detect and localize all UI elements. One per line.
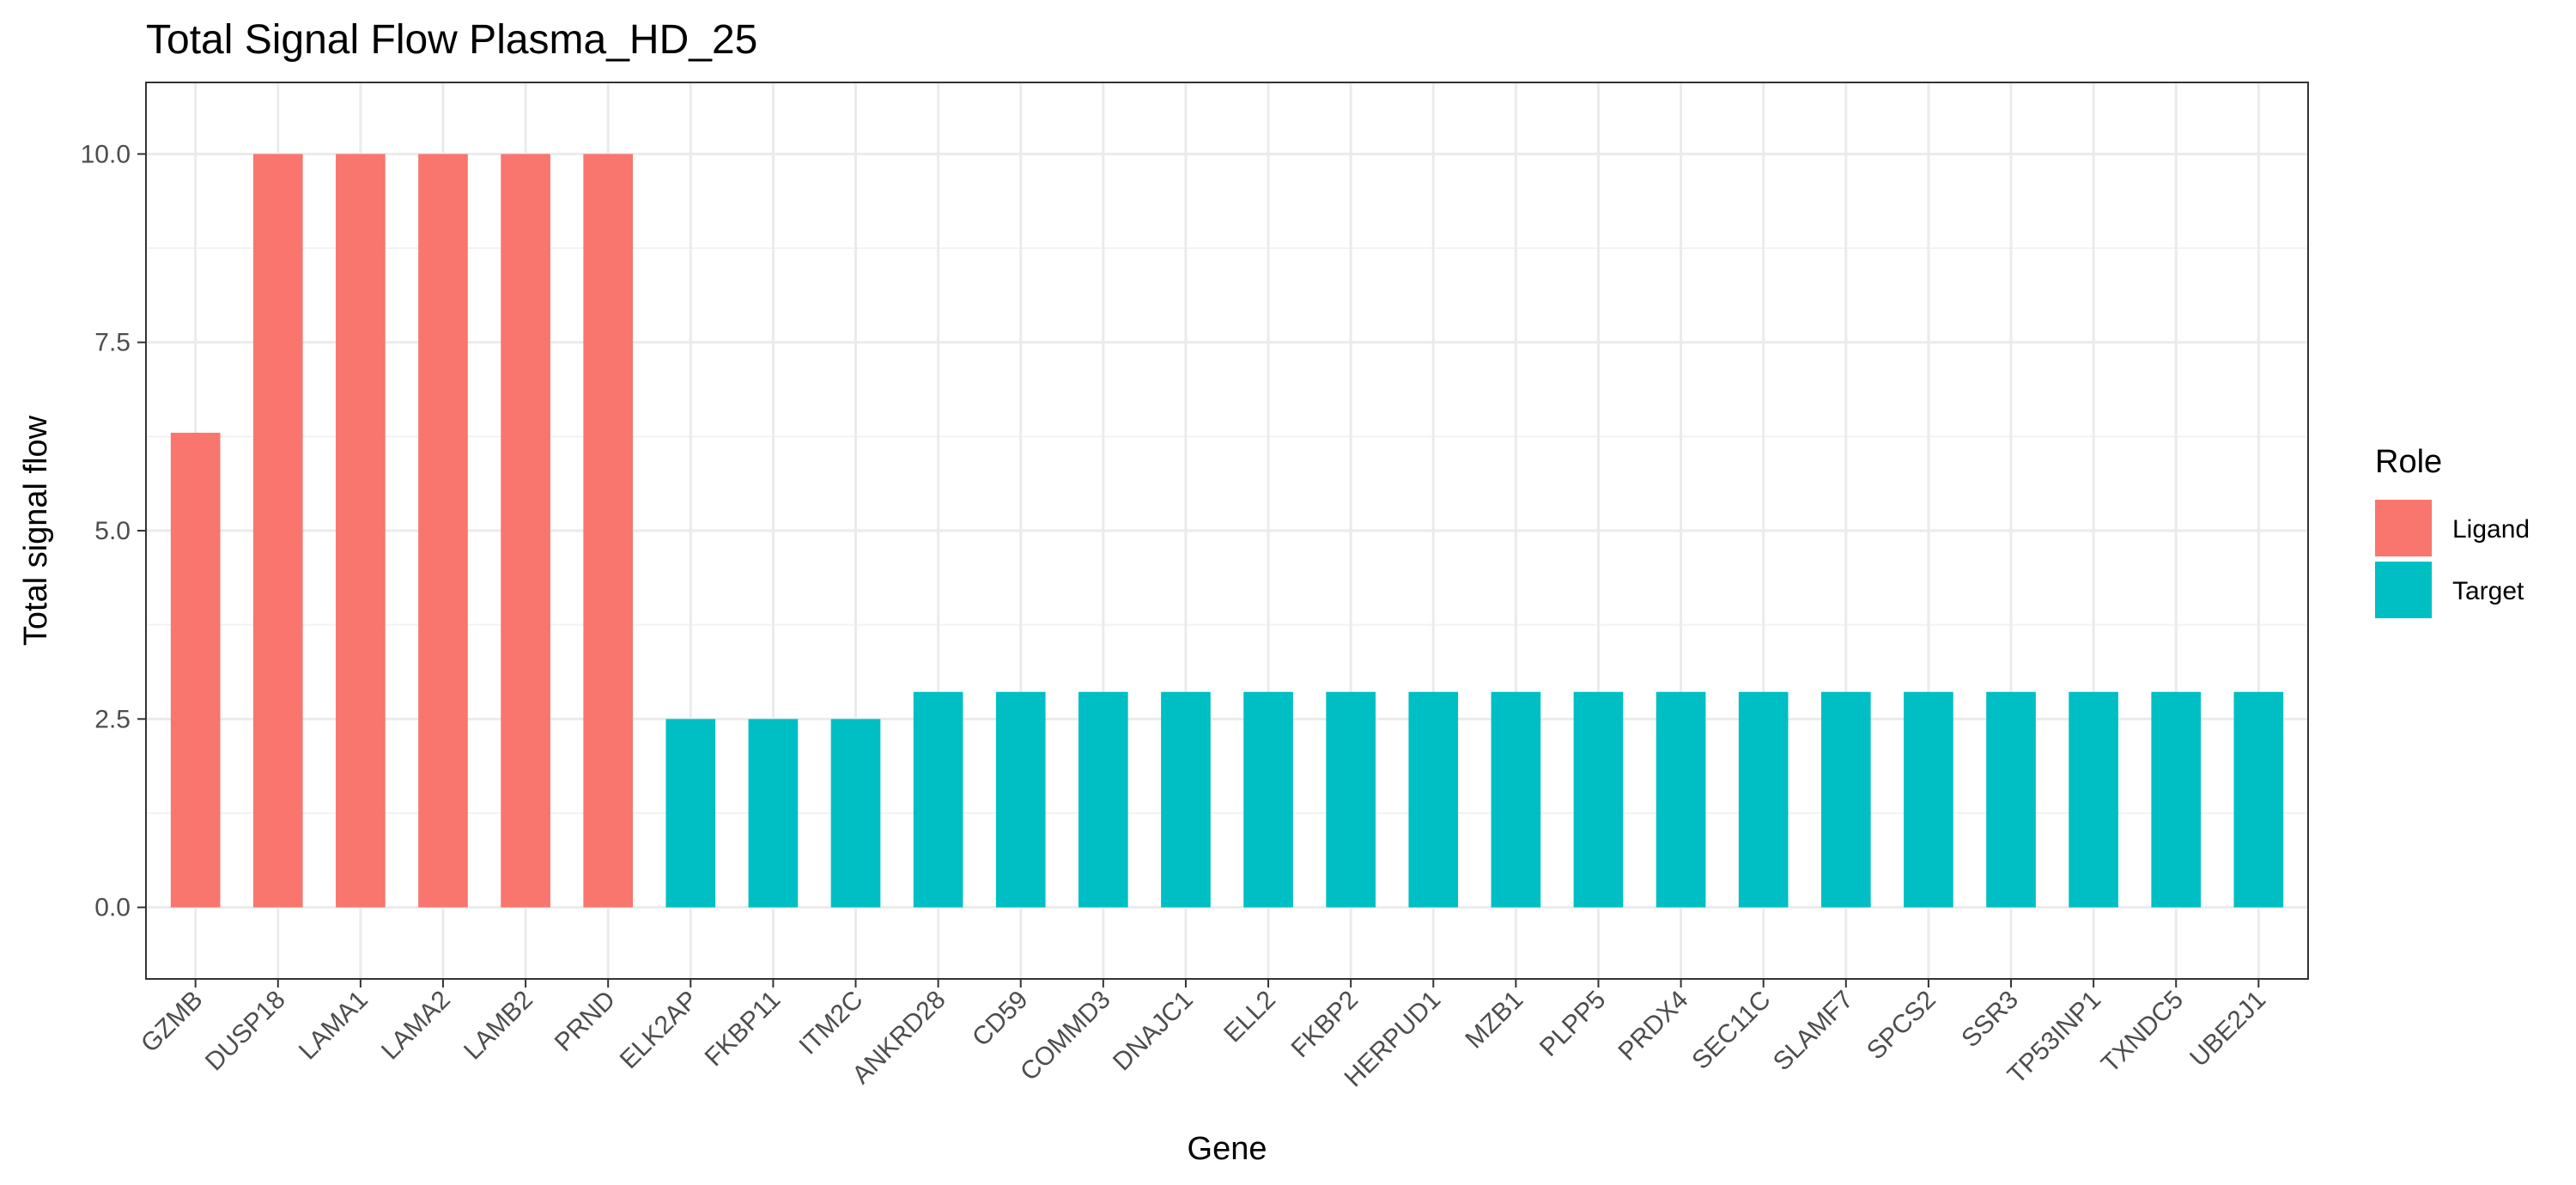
y-tick-label: 7.5 <box>94 329 131 357</box>
bar-ube2j1 <box>2233 691 2284 908</box>
y-tick-label: 10.0 <box>81 140 131 168</box>
bar-dnajc1 <box>1161 691 1211 908</box>
y-tick-label: 2.5 <box>94 705 131 733</box>
bar-plpp5 <box>1573 691 1624 908</box>
bar-fkbp11 <box>748 719 799 908</box>
legend-label-ligand: Ligand <box>2452 515 2530 544</box>
y-axis: 0.0 2.5 5.0 7.5 10.0 <box>81 140 146 922</box>
legend-label-target: Target <box>2452 577 2524 605</box>
bar-tp53inp1 <box>2069 691 2118 908</box>
x-axis-title: Gene <box>1188 1131 1267 1167</box>
bars <box>170 154 2284 908</box>
bar-elk2ap <box>665 719 716 908</box>
bar-ankrd28 <box>913 691 963 908</box>
bar-cd59 <box>995 691 1046 908</box>
y-tick-label: 5.0 <box>94 517 131 545</box>
bar-herpud1 <box>1408 691 1459 908</box>
legend-key-target <box>2375 562 2432 618</box>
y-axis-title: Total signal flow <box>18 415 54 646</box>
bar-gzmb <box>170 432 221 908</box>
bar-txndc5 <box>2151 691 2202 908</box>
bar-itm2c <box>830 719 881 908</box>
bar-lama1 <box>336 154 386 908</box>
bar-lama2 <box>418 154 468 908</box>
bar-lamb2 <box>501 154 550 908</box>
bar-dusp18 <box>252 154 303 908</box>
bar-ell2 <box>1243 691 1293 908</box>
bar-slamf7 <box>1820 691 1871 908</box>
bar-commd3 <box>1078 691 1128 908</box>
legend: Role Ligand Target <box>2375 444 2530 618</box>
legend-key-ligand <box>2375 500 2432 556</box>
legend-title: Role <box>2375 444 2442 480</box>
bar-ssr3 <box>1986 691 2036 908</box>
panel-grid <box>146 82 2308 979</box>
legend-keys: Ligand Target <box>2375 500 2530 618</box>
y-tick-label: 0.0 <box>94 894 131 922</box>
bar-mzb1 <box>1491 691 1541 908</box>
bar-prdx4 <box>1656 691 1706 908</box>
bar-prnd <box>583 154 634 908</box>
bar-fkbp2 <box>1326 691 1376 908</box>
chart-title: Total Signal Flow Plasma_HD_25 <box>146 17 757 63</box>
bar-sec11c <box>1738 691 1789 908</box>
bar-spcs2 <box>1904 691 1953 908</box>
